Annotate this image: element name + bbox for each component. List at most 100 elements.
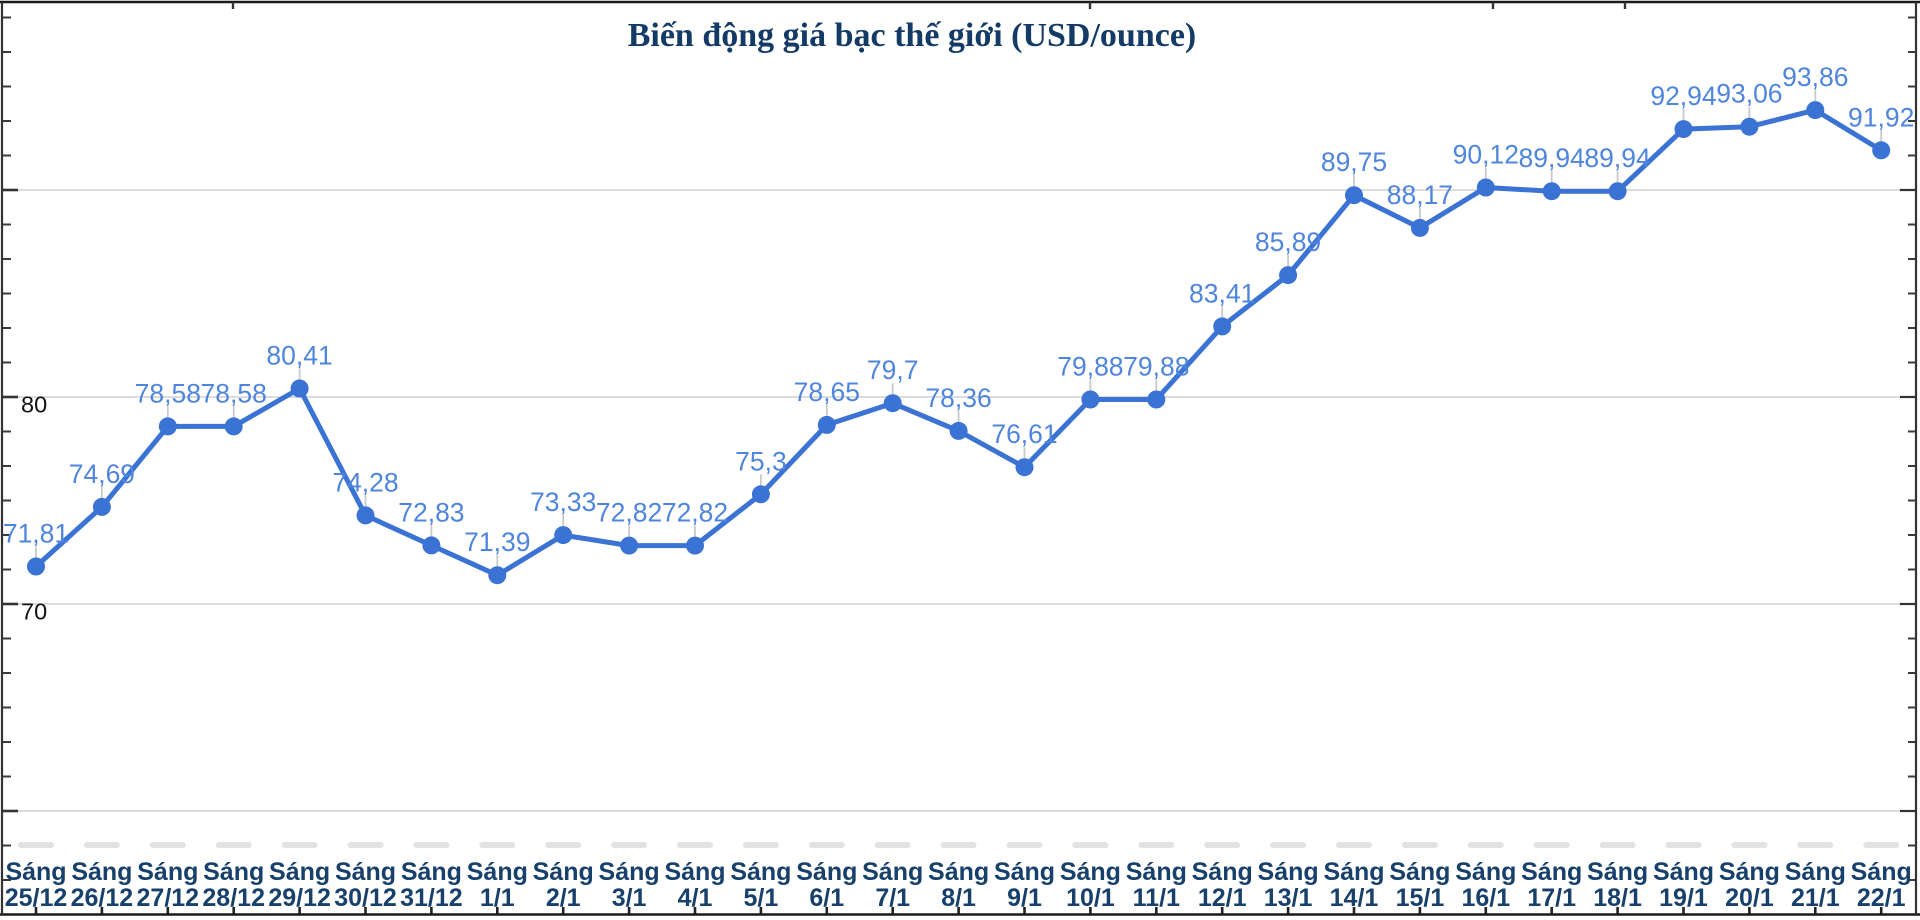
ghost-dash <box>149 842 186 848</box>
data-point <box>1740 117 1759 136</box>
x-axis-label-prefix: Sáng <box>796 858 857 886</box>
data-label: 83,41 <box>1189 278 1255 308</box>
x-axis-label-date: 4/1 <box>678 884 713 912</box>
x-axis-label-date: 2/1 <box>546 884 581 912</box>
x-axis-label-prefix: Sáng <box>71 858 132 886</box>
data-label: 89,75 <box>1321 147 1387 177</box>
data-point <box>1345 186 1363 205</box>
data-point <box>751 485 770 504</box>
x-axis-label-date: 21/1 <box>1791 884 1840 912</box>
x-axis-label-date: 14/1 <box>1330 884 1379 912</box>
data-point <box>554 526 573 545</box>
x-axis-label-prefix: Sáng <box>5 858 66 886</box>
ghost-dash <box>479 842 516 848</box>
data-label: 71,81 <box>3 519 69 549</box>
x-axis-label-date: 11/1 <box>1133 884 1180 912</box>
x-axis-label-date: 20/1 <box>1725 884 1774 912</box>
data-point <box>422 536 441 555</box>
x-axis-label-prefix: Sáng <box>862 858 923 886</box>
x-axis-label-prefix: Sáng <box>1587 858 1648 886</box>
x-axis-label-date: 16/1 <box>1461 884 1510 912</box>
x-axis-label-date: 31/12 <box>400 884 463 912</box>
data-label: 72,83 <box>398 497 464 527</box>
data-point <box>158 417 177 436</box>
x-axis-label-date: 8/1 <box>941 884 976 912</box>
x-axis-label-prefix: Sáng <box>533 858 594 886</box>
ghost-dash <box>1797 842 1834 848</box>
x-axis-label-prefix: Sáng <box>335 858 396 886</box>
x-axis-label-prefix: Sáng <box>1521 858 1582 886</box>
data-point <box>949 421 968 440</box>
data-point <box>1872 141 1891 160</box>
x-axis-label-date: 17/1 <box>1527 884 1576 912</box>
data-label: 74,69 <box>69 459 135 489</box>
ghost-dash <box>1204 842 1241 848</box>
data-point <box>1608 182 1627 201</box>
x-axis-label-date: 5/1 <box>744 884 779 912</box>
data-point <box>1015 458 1034 477</box>
data-label: 93,06 <box>1716 79 1782 109</box>
ghost-dash <box>281 842 318 848</box>
ghost-dash <box>1270 842 1307 848</box>
data-point <box>488 566 507 585</box>
ghost-dash <box>1533 842 1570 848</box>
data-point <box>1410 218 1429 237</box>
data-point <box>686 536 704 555</box>
x-axis-label-date: 9/1 <box>1007 884 1042 912</box>
data-label: 85,89 <box>1255 227 1321 257</box>
ghost-dash <box>18 842 54 848</box>
x-axis-label-date: 26/12 <box>71 884 134 912</box>
data-point <box>1542 182 1561 201</box>
x-axis-label-prefix: Sáng <box>1389 858 1450 886</box>
data-label: 93,86 <box>1782 62 1848 92</box>
x-axis-label-prefix: Sáng <box>599 858 660 886</box>
x-axis-label-prefix: Sáng <box>401 858 462 886</box>
data-point <box>817 415 836 434</box>
data-point <box>290 379 309 398</box>
x-axis-label-date: 1/1 <box>480 884 515 912</box>
data-label: 72,82 <box>596 498 662 528</box>
x-axis-label-date: 27/12 <box>137 884 200 912</box>
data-label: 78,58 <box>201 378 267 408</box>
data-label: 78,36 <box>925 383 991 413</box>
data-point <box>92 497 111 516</box>
x-axis-label-date: 6/1 <box>809 884 844 912</box>
x-axis-label-prefix: Sáng <box>1258 858 1319 886</box>
data-label: 76,61 <box>991 419 1057 449</box>
ghost-dash <box>1138 842 1175 848</box>
x-axis-label-prefix: Sáng <box>137 858 198 886</box>
ghost-dash <box>1401 842 1438 848</box>
x-axis-label-date: 19/1 <box>1659 884 1708 912</box>
x-axis-label-date: 12/1 <box>1198 884 1247 912</box>
data-label: 79,7 <box>867 355 919 385</box>
data-label: 90,12 <box>1453 140 1519 170</box>
x-axis-label-prefix: Sáng <box>1060 858 1121 886</box>
x-axis-label-prefix: Sáng <box>467 858 528 886</box>
ghost-dash <box>742 842 779 848</box>
ghost-dash <box>215 842 252 848</box>
y-axis-label: 70 <box>21 599 47 625</box>
x-axis-label-prefix: Sáng <box>1126 858 1187 886</box>
x-axis-label-prefix: Sáng <box>664 858 725 886</box>
x-axis-label-date: 7/1 <box>875 884 910 912</box>
data-point <box>1476 178 1495 197</box>
data-point <box>1806 101 1825 120</box>
x-axis-label-prefix: Sáng <box>1323 858 1384 886</box>
y-axis-label: 80 <box>21 392 47 418</box>
data-label: 91,92 <box>1848 102 1914 132</box>
x-axis-label-prefix: Sáng <box>1653 858 1714 886</box>
data-label: 79,88 <box>1123 352 1189 382</box>
data-label: 72,82 <box>662 498 728 528</box>
data-label: 78,65 <box>794 377 860 407</box>
data-label: 74,28 <box>332 467 398 497</box>
x-axis-label-prefix: Sáng <box>994 858 1055 886</box>
x-axis-label-prefix: Sáng <box>203 858 264 886</box>
x-axis-label-date: 22/1 <box>1857 884 1906 912</box>
x-axis-label-prefix: Sáng <box>1719 858 1780 886</box>
ghost-dash <box>413 842 450 848</box>
x-axis-label-prefix: Sáng <box>1785 858 1846 886</box>
ghost-dash <box>874 842 911 848</box>
data-label: 75,3 <box>735 446 787 476</box>
data-point <box>1674 120 1693 139</box>
